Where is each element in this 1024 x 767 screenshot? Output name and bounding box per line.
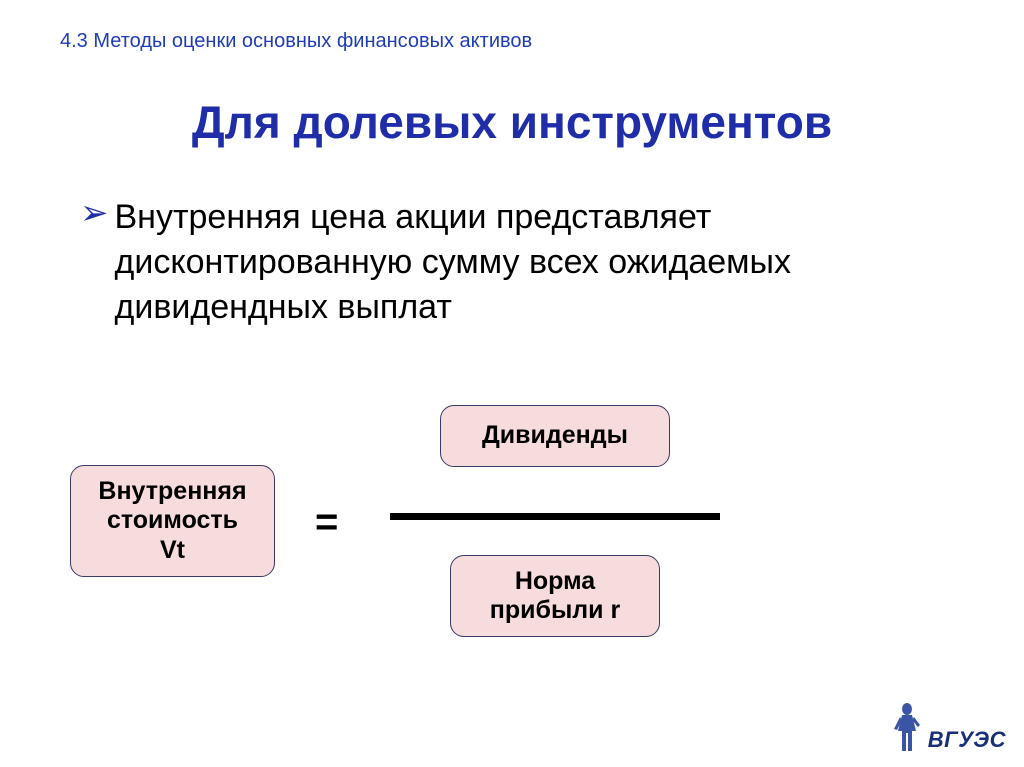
formula-denominator-box: Норма прибыли r (450, 555, 660, 637)
equals-sign: = (315, 500, 338, 545)
formula-numerator-box: Дивиденды (440, 405, 670, 467)
section-breadcrumb: 4.3 Методы оценки основных финансовых ак… (60, 30, 532, 53)
box-line: прибыли r (490, 596, 620, 626)
box-line: Внутренняя (98, 477, 246, 507)
org-logo: ВГУЭС (892, 701, 1006, 753)
fraction-line (390, 513, 720, 520)
box-line: Дивиденды (482, 421, 628, 451)
bullet-text: Внутренняя цена акции представляет диско… (115, 195, 965, 330)
slide-title: Для долевых инструментов (0, 95, 1024, 149)
chevron-right-icon: ➢ (80, 195, 109, 232)
logo-figure-icon (892, 701, 922, 753)
formula-left-box: Внутренняя стоимость Vt (70, 465, 275, 577)
formula-diagram: Внутренняя стоимость Vt = Дивиденды Норм… (70, 405, 950, 665)
box-line: Норма (515, 567, 595, 597)
box-line: Vt (160, 536, 185, 566)
box-line: стоимость (107, 506, 238, 536)
logo-text: ВГУЭС (928, 727, 1006, 753)
bullet-item: ➢ Внутренняя цена акции представляет дис… (80, 195, 964, 330)
